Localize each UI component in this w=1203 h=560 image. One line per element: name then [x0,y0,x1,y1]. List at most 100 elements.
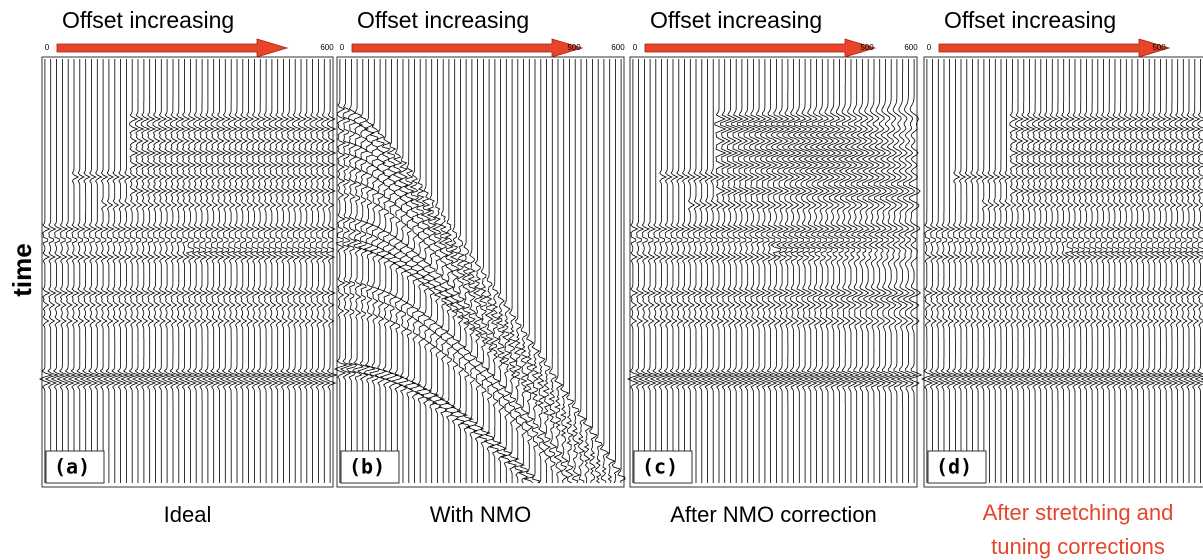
trace [617,59,626,484]
trace [902,59,917,483]
trace [826,59,843,483]
panel-caption: With NMO [430,502,531,527]
trace [1114,59,1129,483]
trace [97,59,112,483]
trace [1012,59,1027,483]
trace [723,59,740,483]
trace [746,59,763,483]
trace [472,59,485,483]
trace [908,59,923,483]
trace [553,59,564,483]
trace [735,59,751,483]
trace [459,59,475,483]
trace [983,59,998,483]
trace [644,59,659,483]
trace [271,59,286,483]
trace [108,59,123,483]
trace [955,59,970,483]
trace [536,59,547,484]
panel: Offset increasing 0 600 (a) Ideal [38,7,339,527]
trace [1097,59,1112,483]
trace [712,59,728,483]
panel-caption: After stretching and [983,500,1174,525]
panel-tag: (d) [936,455,972,479]
trace [1080,59,1095,483]
trace [85,59,100,483]
trace [425,59,440,483]
trace [769,59,786,483]
trace [689,59,705,483]
trace [1137,59,1152,483]
trace [213,59,228,483]
trace [695,59,711,483]
trace [1092,59,1106,483]
trace [385,59,400,483]
tick-label: 600 [904,43,918,52]
trace [809,59,826,483]
trace [184,59,199,483]
trace [932,59,947,483]
trace [126,59,141,483]
trace [701,59,716,483]
trace [495,59,508,483]
trace [277,59,292,483]
trace [507,59,520,483]
trace [374,59,388,483]
trace [576,59,587,483]
trace [989,59,1004,483]
trace [943,59,958,483]
tick-label: 0 [633,43,638,52]
tick-label: 600 [320,43,334,52]
trace [1074,59,1089,483]
trace [231,59,246,483]
trace [465,59,478,483]
panel: Offset increasing 0 500 600 (c) After NMO cor… [627,7,923,527]
trace [966,59,981,483]
trace [114,59,129,483]
tag-box [340,450,400,484]
trace [201,59,217,483]
tick-label: 0 [340,43,345,52]
trace [896,59,912,483]
trace [50,59,65,483]
trace [242,59,257,483]
trace [1120,59,1135,483]
trace [379,59,394,483]
trace [542,59,552,483]
tick-label: 500 [567,43,581,52]
trace [763,59,780,483]
trace [564,59,575,484]
trace [1177,59,1192,483]
trace [1052,59,1067,483]
trace [752,59,768,483]
trace [137,59,153,483]
trace [706,59,722,483]
trace [488,59,503,483]
trace [289,59,304,483]
trace [921,59,935,483]
trace [611,59,621,484]
trace [740,59,757,483]
trace [1160,59,1175,483]
trace [978,59,992,483]
trace [415,59,428,483]
trace [132,59,147,483]
panel-tag: (b) [349,455,385,479]
trace [334,59,349,483]
trace [295,59,310,483]
trace [225,59,240,483]
trace [843,59,860,483]
trace [803,59,820,483]
trace [318,59,333,483]
trace [872,59,889,483]
trace [890,59,906,483]
trace [73,59,89,483]
trace [1171,59,1186,483]
trace [1126,59,1141,483]
trace [483,59,496,483]
trace [254,59,269,483]
trace [155,59,170,483]
tick-label: 500 [860,43,874,52]
trace [443,59,456,483]
